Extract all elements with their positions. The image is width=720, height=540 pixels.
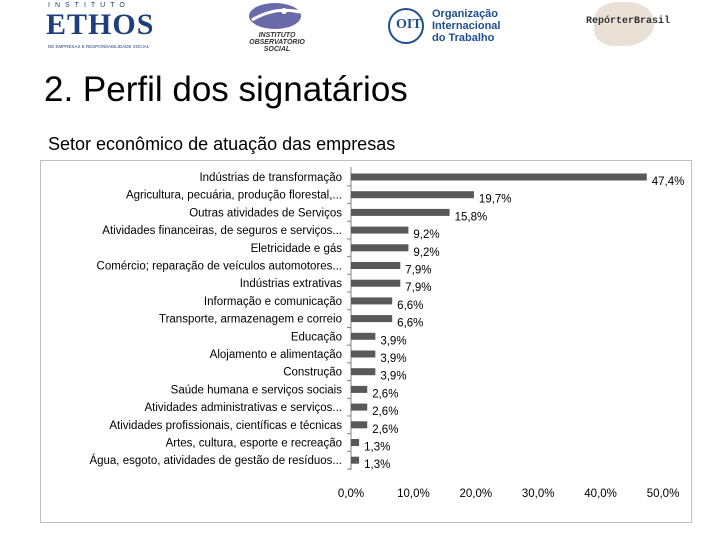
x-tick-label: 0,0% [338, 488, 364, 500]
observatorio-line2: OBSERVATÓRIO [249, 39, 305, 46]
ethos-logo-top: INSTITUTO [48, 2, 130, 9]
observatorio-line3: SOCIAL [263, 46, 291, 53]
bar-chart: Indústrias de transformação 47,4% Agricult… [89, 167, 685, 500]
bar [351, 173, 647, 181]
observatorio-line1: INSTITUTO [258, 32, 296, 39]
category-label: Saúde humana e serviços sociais [171, 384, 343, 396]
bar [351, 297, 393, 305]
chart-subtitle: Setor econômico de atuação das empresas [48, 134, 396, 154]
x-tick-label: 10,0% [397, 488, 430, 500]
value-label: 15,8% [455, 211, 488, 223]
slide-title: 2. Perfil dos signatários [44, 70, 408, 109]
value-label: 47,4% [652, 176, 685, 188]
category-label: Eletricidade e gás [251, 243, 343, 255]
value-label: 1,3% [364, 459, 390, 471]
oit-emblem-icon: OIT [388, 8, 424, 44]
value-label: 3,9% [380, 371, 406, 383]
bar [351, 456, 360, 464]
bar [351, 191, 474, 199]
observatorio-social-logo: INSTITUTO OBSERVATÓRIO SOCIAL [232, 2, 322, 54]
bar [351, 368, 376, 376]
category-label: Construção [283, 367, 342, 379]
bar [351, 385, 368, 393]
oit-mark: OIT [396, 17, 422, 32]
value-label: 6,6% [397, 318, 423, 330]
bar [351, 332, 376, 340]
category-label: Atividades profissionais, científicas e … [109, 420, 342, 432]
category-label: Outras atividades de Serviços [189, 207, 342, 219]
brazil-map-icon [594, 2, 654, 46]
category-label: Atividades financeiras, de seguros e ser… [102, 225, 342, 237]
value-label: 7,9% [405, 265, 431, 277]
category-label: Água, esgoto, atividades de gestão de re… [89, 454, 342, 467]
bar [351, 439, 360, 446]
category-label: Transporte, armazenagem e correio [159, 314, 342, 326]
ethos-logo-word: ETHOS [46, 8, 155, 41]
chart-frame [40, 160, 692, 523]
x-tick-label: 20,0% [459, 488, 492, 500]
oit-name: Organização Internacional do Trabalho [432, 8, 501, 44]
x-tick-label: 40,0% [584, 488, 617, 500]
reporter-brasil-text: RepórterBrasil [586, 16, 671, 27]
logo-bar: INSTITUTO ETHOS DE EMPRESAS E RESPONSABI… [0, 0, 720, 60]
value-label: 2,6% [372, 388, 398, 400]
category-label: Comércio; reparação de veículos automoto… [97, 261, 342, 273]
observatorio-globe-icon [249, 3, 301, 29]
bar [351, 279, 401, 287]
oit-logo: OIT Organização Internacional do Trabalh… [388, 2, 518, 54]
category-label: Indústrias de transformação [199, 172, 342, 184]
category-label: Indústrias extrativas [240, 278, 343, 290]
value-label: 2,6% [372, 424, 398, 436]
observatorio-logo-text: INSTITUTO OBSERVATÓRIO SOCIAL [232, 32, 322, 53]
category-label: Artes, cultura, esporte e recreação [166, 438, 342, 450]
value-label: 2,6% [372, 406, 398, 418]
value-label: 9,2% [413, 247, 439, 259]
x-tick-label: 50,0% [647, 488, 680, 500]
bar [351, 315, 393, 323]
bar [351, 208, 450, 216]
category-label: Alojamento e alimentação [210, 349, 342, 361]
value-label: 6,6% [397, 300, 423, 312]
bar [351, 421, 368, 429]
value-label: 1,3% [364, 442, 390, 454]
category-label: Agricultura, pecuária, produção floresta… [126, 190, 342, 202]
value-label: 3,9% [380, 335, 406, 347]
bar [351, 262, 401, 269]
value-label: 7,9% [405, 282, 431, 294]
ethos-logo-sub: DE EMPRESAS E RESPONSABILIDADE SOCIAL [48, 44, 150, 49]
category-label: Informação e comunicação [204, 296, 342, 308]
bar [351, 244, 409, 252]
bar [351, 350, 376, 358]
reporter-brasil-logo: RepórterBrasil [586, 2, 686, 54]
value-label: 3,9% [380, 353, 406, 365]
value-label: 19,7% [479, 194, 512, 206]
category-label: Atividades administrativas e serviços... [145, 402, 343, 414]
category-label: Educação [291, 331, 342, 343]
x-tick-label: 30,0% [522, 488, 555, 500]
value-label: 9,2% [413, 229, 439, 241]
bar [351, 226, 409, 234]
ethos-logo: INSTITUTO ETHOS DE EMPRESAS E RESPONSABI… [40, 2, 170, 54]
bar [351, 403, 368, 411]
